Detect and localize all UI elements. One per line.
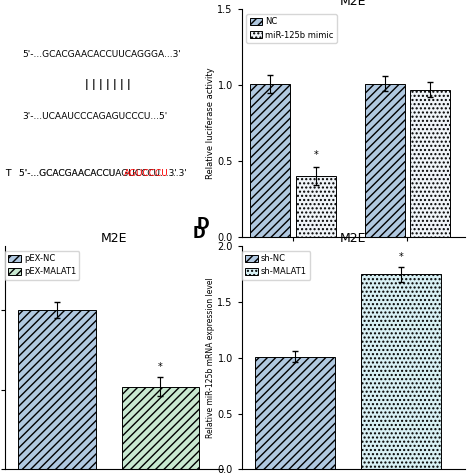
Text: 5'-...GCACGAACACCUUCAGGGA...3': 5'-...GCACGAACACCUUCAGGGA...3'	[22, 51, 181, 59]
Text: B: B	[201, 0, 213, 3]
Bar	[18, 310, 96, 469]
Text: *: *	[158, 362, 163, 372]
Bar	[361, 274, 441, 469]
Bar	[296, 176, 336, 237]
Text: *: *	[314, 150, 319, 160]
Text: T   5'-...GCACGAACACCU: T 5'-...GCACGAACACCU	[5, 169, 115, 178]
Bar	[121, 386, 200, 469]
Text: T   5'-...GCACGAACACCUAGUCCCU...3': T 5'-...GCACGAACACCUAGUCCCU...3'	[5, 169, 177, 178]
Title: M2E: M2E	[340, 0, 366, 9]
Legend: sh-NC, sh-MALAT1: sh-NC, sh-MALAT1	[242, 251, 310, 280]
Y-axis label: Relative luciferase activity: Relative luciferase activity	[206, 67, 215, 179]
Text: ...3': ...3'	[171, 169, 187, 178]
Text: D: D	[193, 226, 205, 241]
Title: M2E: M2E	[340, 232, 366, 246]
Text: D: D	[197, 218, 209, 232]
Text: | | | | | | |: | | | | | | |	[85, 79, 131, 90]
Text: AGUCCCU: AGUCCCU	[124, 169, 168, 178]
Bar	[250, 84, 290, 237]
Legend: NC, miR-125b mimic: NC, miR-125b mimic	[246, 14, 337, 43]
Bar	[255, 357, 335, 469]
Bar	[410, 90, 450, 237]
Legend: pEX-NC, pEX-MALAT1: pEX-NC, pEX-MALAT1	[5, 251, 80, 280]
Bar	[365, 84, 404, 237]
Title: M2E: M2E	[100, 232, 127, 246]
Text: 3'-...UCAAUCCCAGAGUCCCU...5': 3'-...UCAAUCCCAGAGUCCCU...5'	[22, 112, 167, 121]
Text: *: *	[399, 252, 403, 262]
Text: T   5'-...GCACGAACACCU: T 5'-...GCACGAACACCU	[5, 169, 115, 178]
Y-axis label: Relative miR-125b mRNA expression level: Relative miR-125b mRNA expression level	[206, 277, 215, 438]
